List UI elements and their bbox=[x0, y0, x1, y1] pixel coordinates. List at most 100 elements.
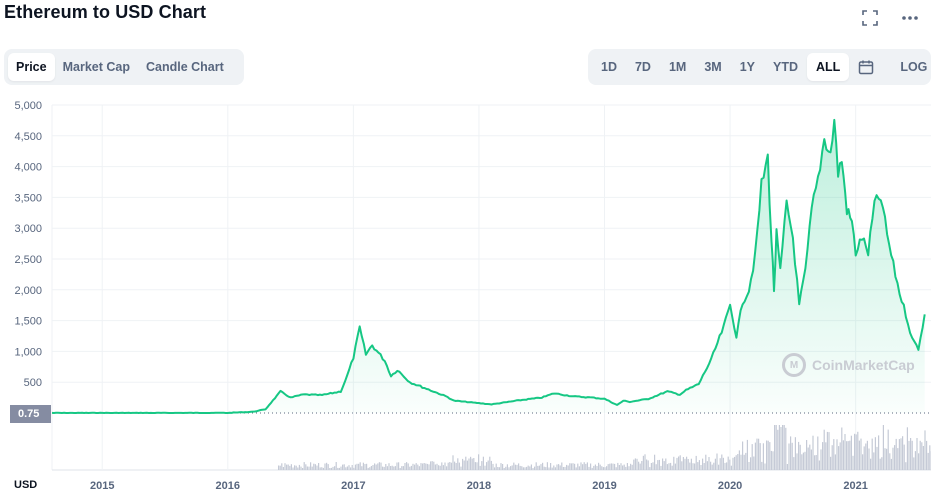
volume-bar bbox=[574, 463, 576, 470]
volume-bar bbox=[537, 465, 539, 470]
volume-bar bbox=[665, 458, 667, 470]
range-3m[interactable]: 3M bbox=[704, 60, 722, 74]
volume-bar bbox=[761, 461, 763, 470]
volume-bar bbox=[822, 442, 824, 470]
volume-bar bbox=[802, 452, 804, 470]
y-tick-label: 4,500 bbox=[14, 131, 42, 143]
volume-bar bbox=[750, 457, 752, 470]
range-7d[interactable]: 7D bbox=[634, 60, 651, 74]
range-1m[interactable]: 1M bbox=[668, 60, 687, 74]
volume-bar bbox=[457, 458, 459, 470]
x-tick-label: 2017 bbox=[341, 480, 365, 492]
volume-bar bbox=[668, 463, 670, 470]
volume-bar bbox=[398, 462, 400, 470]
volume-bar bbox=[706, 461, 708, 470]
volume-bar bbox=[410, 465, 412, 470]
volume-bar bbox=[324, 463, 326, 470]
volume-bar bbox=[287, 464, 289, 470]
volume-bar bbox=[326, 462, 328, 470]
volume-bar bbox=[742, 441, 744, 470]
calendar-button[interactable] bbox=[849, 53, 883, 81]
volume-bar bbox=[806, 440, 808, 470]
volume-bar bbox=[636, 458, 638, 470]
volume-bar bbox=[559, 465, 561, 470]
volume-bar bbox=[572, 463, 574, 470]
volume-bar bbox=[793, 457, 795, 470]
volume-bar bbox=[652, 462, 654, 470]
volume-bar bbox=[330, 467, 332, 470]
volume-bar bbox=[798, 441, 800, 470]
volume-bar bbox=[671, 465, 673, 470]
volume-bar bbox=[318, 463, 320, 470]
volume-bar bbox=[887, 429, 889, 470]
volume-bar bbox=[833, 439, 835, 470]
volume-bar bbox=[588, 466, 590, 470]
y-tick-label: 2,000 bbox=[14, 285, 42, 297]
volume-bar bbox=[362, 462, 364, 470]
volume-bar bbox=[831, 445, 833, 470]
volume-bar bbox=[465, 456, 467, 470]
volume-bar bbox=[748, 462, 750, 470]
range-ytd[interactable]: YTD bbox=[773, 60, 799, 74]
volume-bar bbox=[617, 462, 619, 470]
volume-bar bbox=[310, 462, 312, 470]
volume-bar bbox=[874, 437, 876, 470]
price-chart[interactable]: 500 1,000 1,500 2,000 2,500 3,000 3,500 4,000 4,… bbox=[0, 95, 931, 500]
volume-bar bbox=[414, 464, 416, 470]
volume-bar bbox=[583, 462, 585, 470]
more-options-icon[interactable] bbox=[897, 8, 923, 28]
volume-bar bbox=[294, 465, 296, 470]
tab-price[interactable]: Price bbox=[8, 53, 55, 81]
volume-bar bbox=[319, 467, 321, 470]
volume-bar bbox=[804, 451, 806, 470]
tab-candle-chart[interactable]: Candle Chart bbox=[145, 60, 224, 74]
volume-bar bbox=[841, 427, 843, 470]
volume-bar bbox=[580, 462, 582, 470]
volume-bar bbox=[503, 468, 505, 470]
volume-bar bbox=[630, 463, 632, 470]
volume-bar bbox=[342, 464, 344, 470]
fullscreen-icon[interactable] bbox=[857, 8, 883, 28]
volume-bar bbox=[913, 457, 915, 470]
volume-bar bbox=[404, 463, 406, 470]
calendar-icon bbox=[859, 60, 874, 75]
volume-bar bbox=[553, 465, 555, 470]
volume-bar bbox=[770, 450, 772, 470]
volume-bar bbox=[458, 462, 460, 470]
volume-bar bbox=[929, 445, 931, 470]
volume-bar bbox=[540, 464, 542, 470]
volume-bar bbox=[623, 464, 625, 470]
volume-bar bbox=[860, 438, 862, 470]
volume-bar bbox=[791, 442, 793, 470]
range-1y[interactable]: 1Y bbox=[739, 60, 756, 74]
volume-bar bbox=[514, 464, 516, 470]
volume-bar bbox=[278, 465, 280, 470]
x-tick-label: 2021 bbox=[843, 480, 867, 492]
volume-bar bbox=[844, 434, 846, 470]
volume-bar bbox=[377, 463, 379, 470]
currency-label: USD bbox=[14, 479, 38, 491]
volume-bar bbox=[734, 456, 736, 470]
volume-bar bbox=[905, 462, 907, 470]
volume-bar bbox=[678, 456, 680, 470]
log-scale-toggle[interactable]: LOG bbox=[900, 60, 928, 74]
volume-bar bbox=[759, 443, 761, 470]
x-tick-label: 2018 bbox=[467, 480, 491, 492]
volume-bar bbox=[388, 463, 390, 470]
volume-bar bbox=[862, 454, 864, 470]
tab-market-cap[interactable]: Market Cap bbox=[62, 60, 130, 74]
volume-bar bbox=[281, 463, 283, 470]
volume-bar bbox=[690, 458, 692, 470]
volume-bar bbox=[716, 453, 718, 470]
range-all[interactable]: ALL bbox=[807, 53, 850, 81]
volume-bar bbox=[740, 454, 742, 470]
volume-bar bbox=[625, 466, 627, 470]
volume-bar bbox=[737, 454, 739, 470]
volume-bar bbox=[282, 467, 284, 470]
volume-bar bbox=[902, 436, 904, 470]
volume-bar bbox=[908, 440, 910, 470]
volume-bar bbox=[666, 464, 668, 470]
chart-title: Ethereum to USD Chart bbox=[4, 2, 207, 22]
range-1d[interactable]: 1D bbox=[601, 60, 617, 74]
volume-bar bbox=[470, 456, 472, 470]
